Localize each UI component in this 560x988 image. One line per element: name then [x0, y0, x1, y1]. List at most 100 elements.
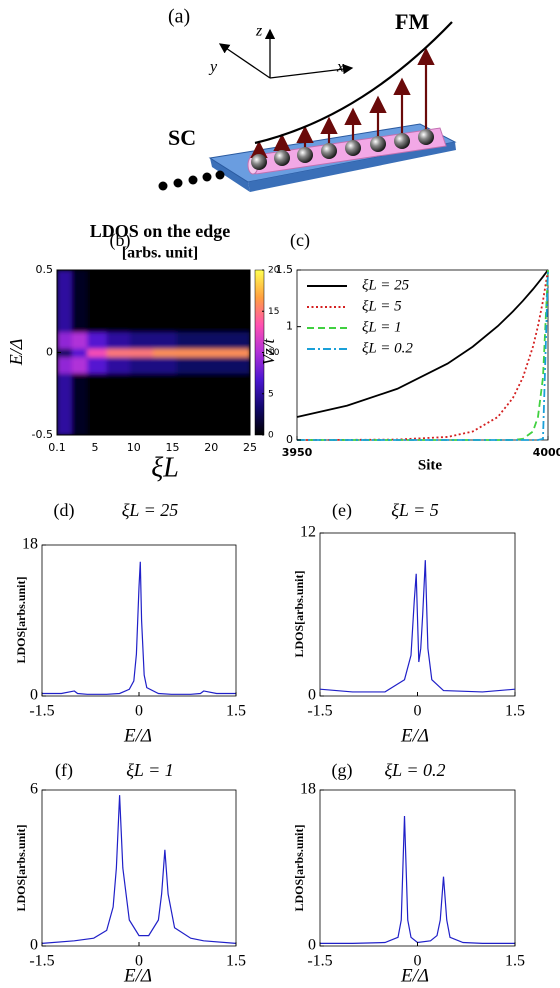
sc-label: SC: [168, 125, 196, 150]
axis-name: y: [208, 59, 218, 76]
plot-frame: [319, 789, 516, 947]
y-tick-label: 0: [30, 687, 38, 704]
heatmap-cell: [222, 402, 250, 435]
heatmap-cell: [129, 303, 154, 333]
heatmap-cell: [199, 373, 224, 403]
y-tick-label: 1: [286, 320, 293, 333]
x-tick-label: 25: [243, 441, 257, 454]
heatmap-cell: [222, 348, 250, 358]
heatmap-blur: [57, 270, 250, 435]
heatmap-cell: [106, 373, 131, 403]
heatmap-cell: [199, 402, 224, 435]
x-tick-label: 4000: [533, 446, 560, 459]
y-tick-label: 6: [30, 781, 38, 798]
heatmap-cell: [222, 373, 250, 403]
heatmap-cell: [153, 331, 177, 349]
panel-label: (e): [332, 500, 352, 521]
panel-label: (g): [332, 760, 353, 781]
y-tick-label: -0.5: [32, 428, 53, 441]
heatmap-cell: [71, 270, 88, 304]
slab-front: [248, 142, 456, 192]
legend-label: ξL = 1: [362, 319, 402, 335]
y-tick-label: 0: [286, 433, 293, 446]
heatmap-cell: [176, 348, 201, 358]
heatmap-cell: [222, 270, 250, 304]
heatmap-cell: [57, 270, 73, 304]
heatmap-cell: [71, 348, 88, 358]
series-line: [296, 269, 549, 418]
heatmap-cell: [71, 303, 88, 333]
heatmap-cell: [57, 331, 73, 349]
chart-title: LDOS on the edge: [90, 221, 231, 241]
y-tick-label: 1.5: [276, 263, 294, 276]
chart-title: ξL = 0.2: [384, 760, 445, 780]
y-tick-label: 0: [46, 346, 53, 359]
heatmap-cell: [153, 373, 177, 403]
heatmap-cell: [129, 348, 154, 358]
legend-label: ξL = 5: [362, 298, 402, 314]
panel-label: (b): [110, 230, 131, 251]
heatmap-cell: [199, 356, 224, 374]
x-tick-label: 5: [91, 441, 98, 454]
heatmap-cell: [176, 303, 201, 333]
colorbar-tick-label: 15: [268, 307, 279, 317]
series-line: [297, 269, 549, 441]
colorbar-tick-label: 5: [268, 389, 274, 399]
plot-frame: [41, 789, 237, 947]
x-tick-label: 0: [414, 953, 422, 970]
colorbar-tick-label: 20: [268, 266, 280, 276]
continuation-dots: [158, 170, 225, 191]
panel-label: (a): [168, 6, 190, 28]
heatmap-cell: [106, 348, 131, 358]
x-tick-label: 3950: [282, 446, 313, 459]
heatmap-cell: [71, 331, 88, 349]
x-axis-label: Site: [418, 457, 443, 473]
heatmap-cell: [176, 373, 201, 403]
series-line: [320, 815, 515, 944]
y-tick-label: 0: [30, 937, 38, 954]
heatmap-cell: [199, 303, 224, 333]
heatmap-cell: [87, 373, 108, 403]
colorbar-tick-label: 0: [268, 431, 274, 441]
x-tick-label: 1.5: [505, 703, 525, 720]
axis-arrow: [218, 43, 271, 79]
x-tick-label: 10: [127, 441, 141, 454]
x-tick-label: 1.5: [505, 953, 525, 970]
x-tick-label: -1.5: [29, 703, 54, 720]
x-tick-label: -1.5: [29, 953, 54, 970]
heatmap-cell: [129, 402, 154, 435]
x-tick-label: 0: [135, 703, 143, 720]
heatmap-cell: [106, 303, 131, 333]
chart-subtitle: [arbs. unit]: [122, 245, 198, 262]
chart-title: ξL = 5: [391, 500, 439, 520]
atoms: [251, 129, 434, 170]
y-tick-label: 18: [300, 781, 316, 798]
y-axis-label: LDOS[arbs.unit]: [14, 824, 28, 911]
heatmap-cell: [222, 356, 250, 374]
x-tick-label: -1.5: [307, 703, 332, 720]
heatmap-cell: [106, 270, 131, 304]
heatmap-cell: [222, 303, 250, 333]
colorbar-tick-label: 10: [268, 348, 280, 358]
x-axis-label: E/Δ: [123, 725, 152, 746]
heatmap-cell: [153, 402, 177, 435]
heatmap-cell: [71, 402, 88, 435]
x-tick-label: 15: [165, 441, 179, 454]
series-line: [41, 795, 237, 944]
x-tick-label: 1.5: [226, 703, 246, 720]
x-axis-label: E/Δ: [400, 725, 429, 746]
y-tick-label: 12: [300, 524, 316, 541]
x-tick-label: 0: [135, 953, 143, 970]
heatmap-cell: [176, 270, 201, 304]
heatmap-cells: [57, 270, 250, 435]
fm-label: FM: [395, 9, 429, 34]
x-tick-label: 0: [414, 703, 422, 720]
heatmap-cell: [129, 373, 154, 403]
legend-label: ξL = 25: [362, 277, 410, 293]
heatmap-cell: [129, 356, 154, 374]
y-axis-label: LDOS[arbs.unit]: [292, 824, 306, 911]
schematic: (a) z y x FM SC: [158, 6, 457, 192]
heatmap-cell: [87, 303, 108, 333]
